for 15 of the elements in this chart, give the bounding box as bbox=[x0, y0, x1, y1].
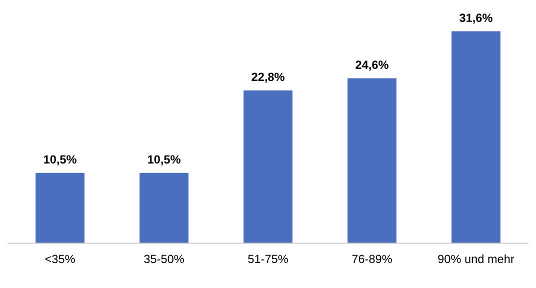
data-label: 24,6% bbox=[356, 60, 388, 71]
bar bbox=[348, 78, 396, 244]
data-label: 10,5% bbox=[44, 155, 76, 166]
data-label: 10,5% bbox=[148, 155, 180, 166]
x-tick-label: 76-89% bbox=[352, 254, 392, 264]
x-tick-label: <35% bbox=[45, 254, 75, 264]
x-tick-label: 51-75% bbox=[248, 254, 288, 264]
bar bbox=[140, 172, 188, 244]
data-label: 31,6% bbox=[460, 14, 492, 24]
bar bbox=[36, 172, 84, 244]
x-tick-label: 90% und mehr bbox=[438, 254, 514, 264]
bar bbox=[452, 31, 500, 244]
x-tick-label: 35-50% bbox=[144, 254, 184, 264]
bar bbox=[244, 90, 292, 244]
data-label: 22,8% bbox=[252, 72, 284, 83]
